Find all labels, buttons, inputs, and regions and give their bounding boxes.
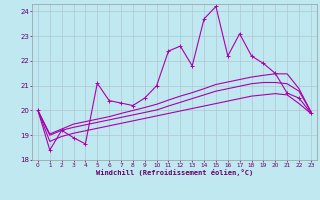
X-axis label: Windchill (Refroidissement éolien,°C): Windchill (Refroidissement éolien,°C) <box>96 169 253 176</box>
